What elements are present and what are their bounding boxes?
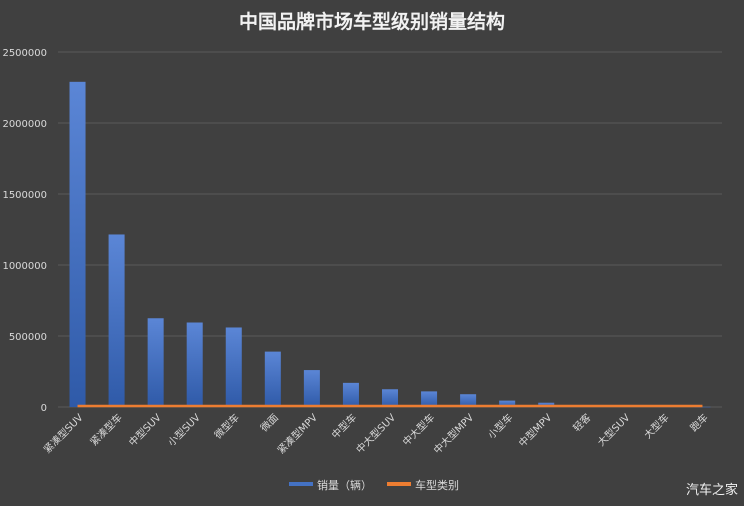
chart-title: 中国品牌市场车型级别销量结构 bbox=[239, 10, 505, 33]
legend-label-bar: 销量（辆） bbox=[317, 478, 372, 492]
bar bbox=[148, 318, 164, 407]
x-tick-label: 紧凑型SUV bbox=[41, 411, 86, 456]
x-tick-label: 轻客 bbox=[570, 411, 593, 434]
legend-label-line: 车型类别 bbox=[415, 478, 459, 492]
bar bbox=[187, 323, 203, 407]
x-tick-label: 中大型SUV bbox=[353, 411, 398, 456]
x-tick-label: 小型车 bbox=[485, 411, 515, 441]
y-axis-ticks: 0 500000 1000000 1500000 2000000 2500000 bbox=[2, 48, 47, 414]
x-tick-label: 紧凑型车 bbox=[87, 411, 124, 448]
bar bbox=[421, 391, 437, 407]
bar bbox=[265, 352, 281, 407]
y-tick-label: 500000 bbox=[9, 332, 47, 343]
y-tick-label: 2000000 bbox=[2, 119, 47, 130]
x-tick-label: 中型车 bbox=[329, 411, 359, 441]
x-tick-label: 微面 bbox=[258, 411, 281, 434]
bar bbox=[109, 234, 125, 407]
x-tick-label: 紧凑型MPV bbox=[274, 411, 320, 457]
bar bbox=[382, 389, 398, 407]
x-tick-label: 中大型MPV bbox=[431, 411, 477, 457]
y-tick-label: 0 bbox=[41, 403, 47, 414]
legend-swatch-bar bbox=[289, 482, 313, 486]
x-tick-label: 大型SUV bbox=[595, 411, 633, 449]
watermark-text: 汽车之家 bbox=[686, 479, 738, 498]
bar bbox=[226, 327, 242, 407]
x-tick-label: 小型SUV bbox=[165, 411, 203, 449]
legend: 销量（辆） 车型类别 bbox=[289, 478, 459, 492]
bar bbox=[70, 82, 86, 407]
x-tick-label: 中大型车 bbox=[400, 411, 437, 448]
y-tick-label: 1500000 bbox=[2, 190, 47, 201]
x-tick-label: 跑车 bbox=[687, 411, 710, 434]
bar bbox=[343, 383, 359, 407]
bars bbox=[70, 82, 711, 408]
bar bbox=[304, 370, 320, 407]
y-tick-label: 1000000 bbox=[2, 261, 47, 272]
x-tick-label: 大型车 bbox=[641, 411, 671, 441]
x-tick-label: 微型车 bbox=[211, 411, 241, 441]
y-tick-label: 2500000 bbox=[2, 48, 47, 59]
x-tick-label: 中型MPV bbox=[516, 411, 555, 450]
x-tick-label: 中型SUV bbox=[126, 411, 164, 449]
legend-swatch-line bbox=[387, 482, 411, 486]
